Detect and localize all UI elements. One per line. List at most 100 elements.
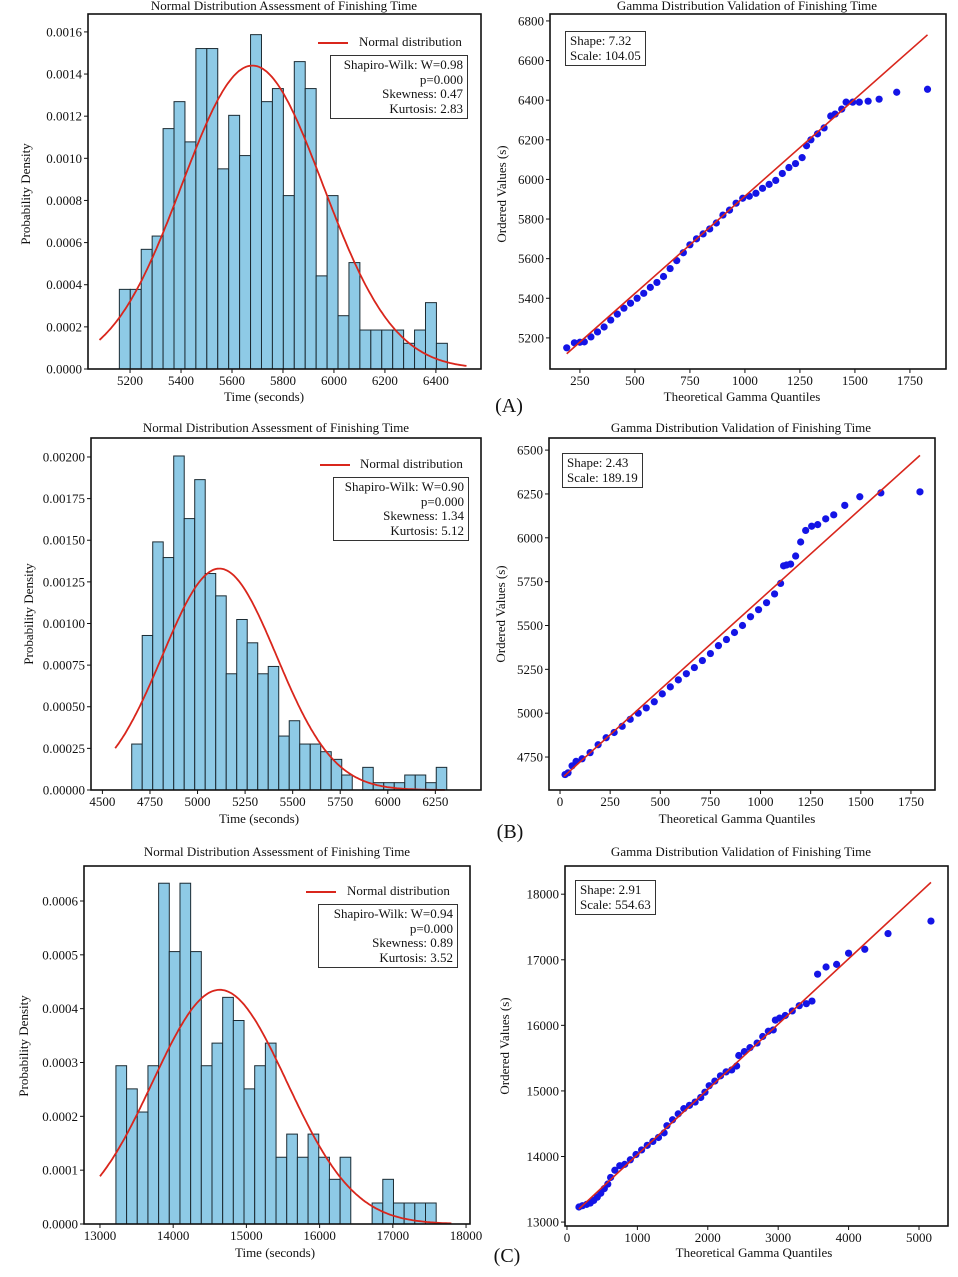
qq-data-point bbox=[762, 599, 771, 607]
histogram-bar bbox=[200, 1065, 213, 1225]
histogram-bar bbox=[370, 329, 383, 370]
qq-data-point bbox=[633, 294, 641, 302]
histogram-bar bbox=[382, 1178, 394, 1225]
x-tick-label: 750 bbox=[680, 373, 700, 388]
y-tick-label: 0.0006 bbox=[46, 235, 82, 250]
y-tick-label: 6000 bbox=[518, 172, 544, 187]
qq-data-point bbox=[610, 728, 618, 737]
histogram-bar bbox=[359, 329, 372, 370]
legend-label-normal-a: Normal distribution bbox=[359, 34, 462, 49]
qq-data-point bbox=[822, 515, 830, 523]
x-tick-label: 5600 bbox=[219, 373, 245, 388]
y-tick-label: 6000 bbox=[517, 530, 543, 545]
qq-data-point bbox=[722, 635, 731, 644]
histogram-bar bbox=[414, 774, 427, 791]
gamma-scale: Scale: 104.05 bbox=[570, 47, 641, 63]
qq-data-point bbox=[769, 1026, 777, 1034]
gamma-fit-line bbox=[578, 881, 932, 1210]
qq-data-point bbox=[600, 323, 608, 331]
y-tick-label: 6500 bbox=[517, 443, 543, 458]
y-tick-label: 0.00200 bbox=[43, 449, 85, 464]
histogram-bar bbox=[168, 951, 181, 1225]
histogram-bar bbox=[158, 882, 170, 1225]
x-tick-label: 5400 bbox=[168, 373, 194, 388]
qq-data-point bbox=[640, 289, 648, 297]
chart-title-b-qq: Gamma Distribution Validation of Finishi… bbox=[610, 420, 872, 435]
qq-data-point bbox=[814, 521, 822, 529]
x-tick-label: 1750 bbox=[898, 794, 924, 809]
x-tick-label: 6250 bbox=[422, 794, 448, 809]
x-tick-label: 1500 bbox=[842, 373, 868, 388]
x-tick-label: 1250 bbox=[798, 794, 824, 809]
qq-data-point bbox=[716, 1072, 725, 1080]
qq-data-point bbox=[772, 176, 780, 185]
plot-frame bbox=[549, 13, 947, 370]
y-tick-label: 17000 bbox=[527, 952, 560, 967]
qq-data-point bbox=[787, 560, 795, 568]
qq-data-point bbox=[855, 98, 863, 106]
gamma-scale: Scale: 554.63 bbox=[580, 896, 651, 912]
y-tick-label: 0.00025 bbox=[43, 741, 85, 756]
qq-data-point bbox=[861, 945, 869, 953]
plot-frame bbox=[90, 437, 482, 791]
qq-data-point bbox=[792, 552, 800, 560]
histogram-bar bbox=[204, 573, 217, 791]
chart-title-a-hist: Normal Distribution Assessment of Finish… bbox=[150, 0, 418, 13]
histogram-bar bbox=[136, 1111, 149, 1225]
histogram-bar bbox=[309, 743, 322, 791]
gamma-params-box-a: Shape: 7.32 Scale: 104.05 bbox=[565, 31, 646, 66]
x-tick-label: 1500 bbox=[848, 794, 874, 809]
panel-label-c: (C) bbox=[493, 1245, 521, 1267]
stat-p: p=0.000 bbox=[419, 71, 463, 87]
y-tick-label: 0.0012 bbox=[46, 109, 82, 124]
plot-frame bbox=[564, 865, 949, 1227]
qq-data-point bbox=[690, 663, 698, 672]
qq-data-point bbox=[791, 159, 800, 168]
qq-data-point bbox=[754, 606, 763, 614]
y-tick-label: 0.0002 bbox=[46, 319, 82, 334]
x-tick-label: 15000 bbox=[230, 1228, 263, 1243]
panel-label-b: (B) bbox=[496, 821, 524, 843]
qq-data-point bbox=[666, 264, 674, 273]
y-tick-label: 5200 bbox=[518, 330, 544, 345]
stat-kurtosis: Kurtosis: 5.12 bbox=[390, 522, 464, 538]
x-axis-label-b-hist: Time (seconds) bbox=[218, 811, 300, 826]
qq-data-point bbox=[666, 683, 674, 691]
legend-swatch-normal-c bbox=[306, 891, 336, 893]
histogram-bar bbox=[131, 743, 143, 791]
qq-data-point bbox=[856, 493, 864, 501]
y-axis-label-b-qq: Ordered Values (s) bbox=[493, 565, 508, 663]
qq-data-point bbox=[593, 328, 602, 336]
histogram-bar bbox=[275, 1156, 288, 1225]
qq-data-point bbox=[797, 538, 805, 546]
x-tick-label: 500 bbox=[651, 794, 671, 809]
x-axis-label-b-qq: Theoretical Gamma Quantiles bbox=[658, 811, 816, 826]
histogram-bar bbox=[190, 951, 202, 1225]
qq-data-point bbox=[711, 1077, 719, 1085]
qq-data-point bbox=[658, 690, 666, 698]
qq-data-point bbox=[893, 88, 901, 96]
y-tick-label: 0.00150 bbox=[43, 533, 85, 548]
histogram-bar bbox=[236, 618, 248, 791]
y-tick-label: 0.0008 bbox=[46, 193, 82, 208]
stat-shapiro: Shapiro-Wilk: W=0.90 bbox=[344, 479, 464, 494]
qq-data-point bbox=[808, 522, 816, 530]
qq-data-point bbox=[798, 154, 806, 162]
stat-skewness: Skewness: 0.89 bbox=[372, 935, 453, 950]
qq-data-point bbox=[650, 698, 658, 706]
gamma-params-box-b: Shape: 2.43 Scale: 189.19 bbox=[562, 453, 643, 488]
histogram-bar bbox=[362, 766, 374, 791]
gamma-shape: Shape: 2.43 bbox=[567, 455, 629, 470]
stat-skewness: Skewness: 0.47 bbox=[382, 86, 463, 101]
x-tick-label: 5500 bbox=[280, 794, 306, 809]
qq-data-point bbox=[706, 225, 714, 233]
y-tick-label: 13000 bbox=[527, 1215, 560, 1230]
histogram-bar bbox=[341, 774, 353, 791]
normal-distribution-curve bbox=[98, 64, 467, 367]
stat-p: p=0.000 bbox=[409, 920, 453, 936]
x-tick-label: 250 bbox=[600, 794, 620, 809]
x-tick-label: 1000 bbox=[748, 794, 774, 809]
y-tick-label: 0.0002 bbox=[42, 1109, 78, 1124]
histogram-bar bbox=[228, 114, 241, 370]
